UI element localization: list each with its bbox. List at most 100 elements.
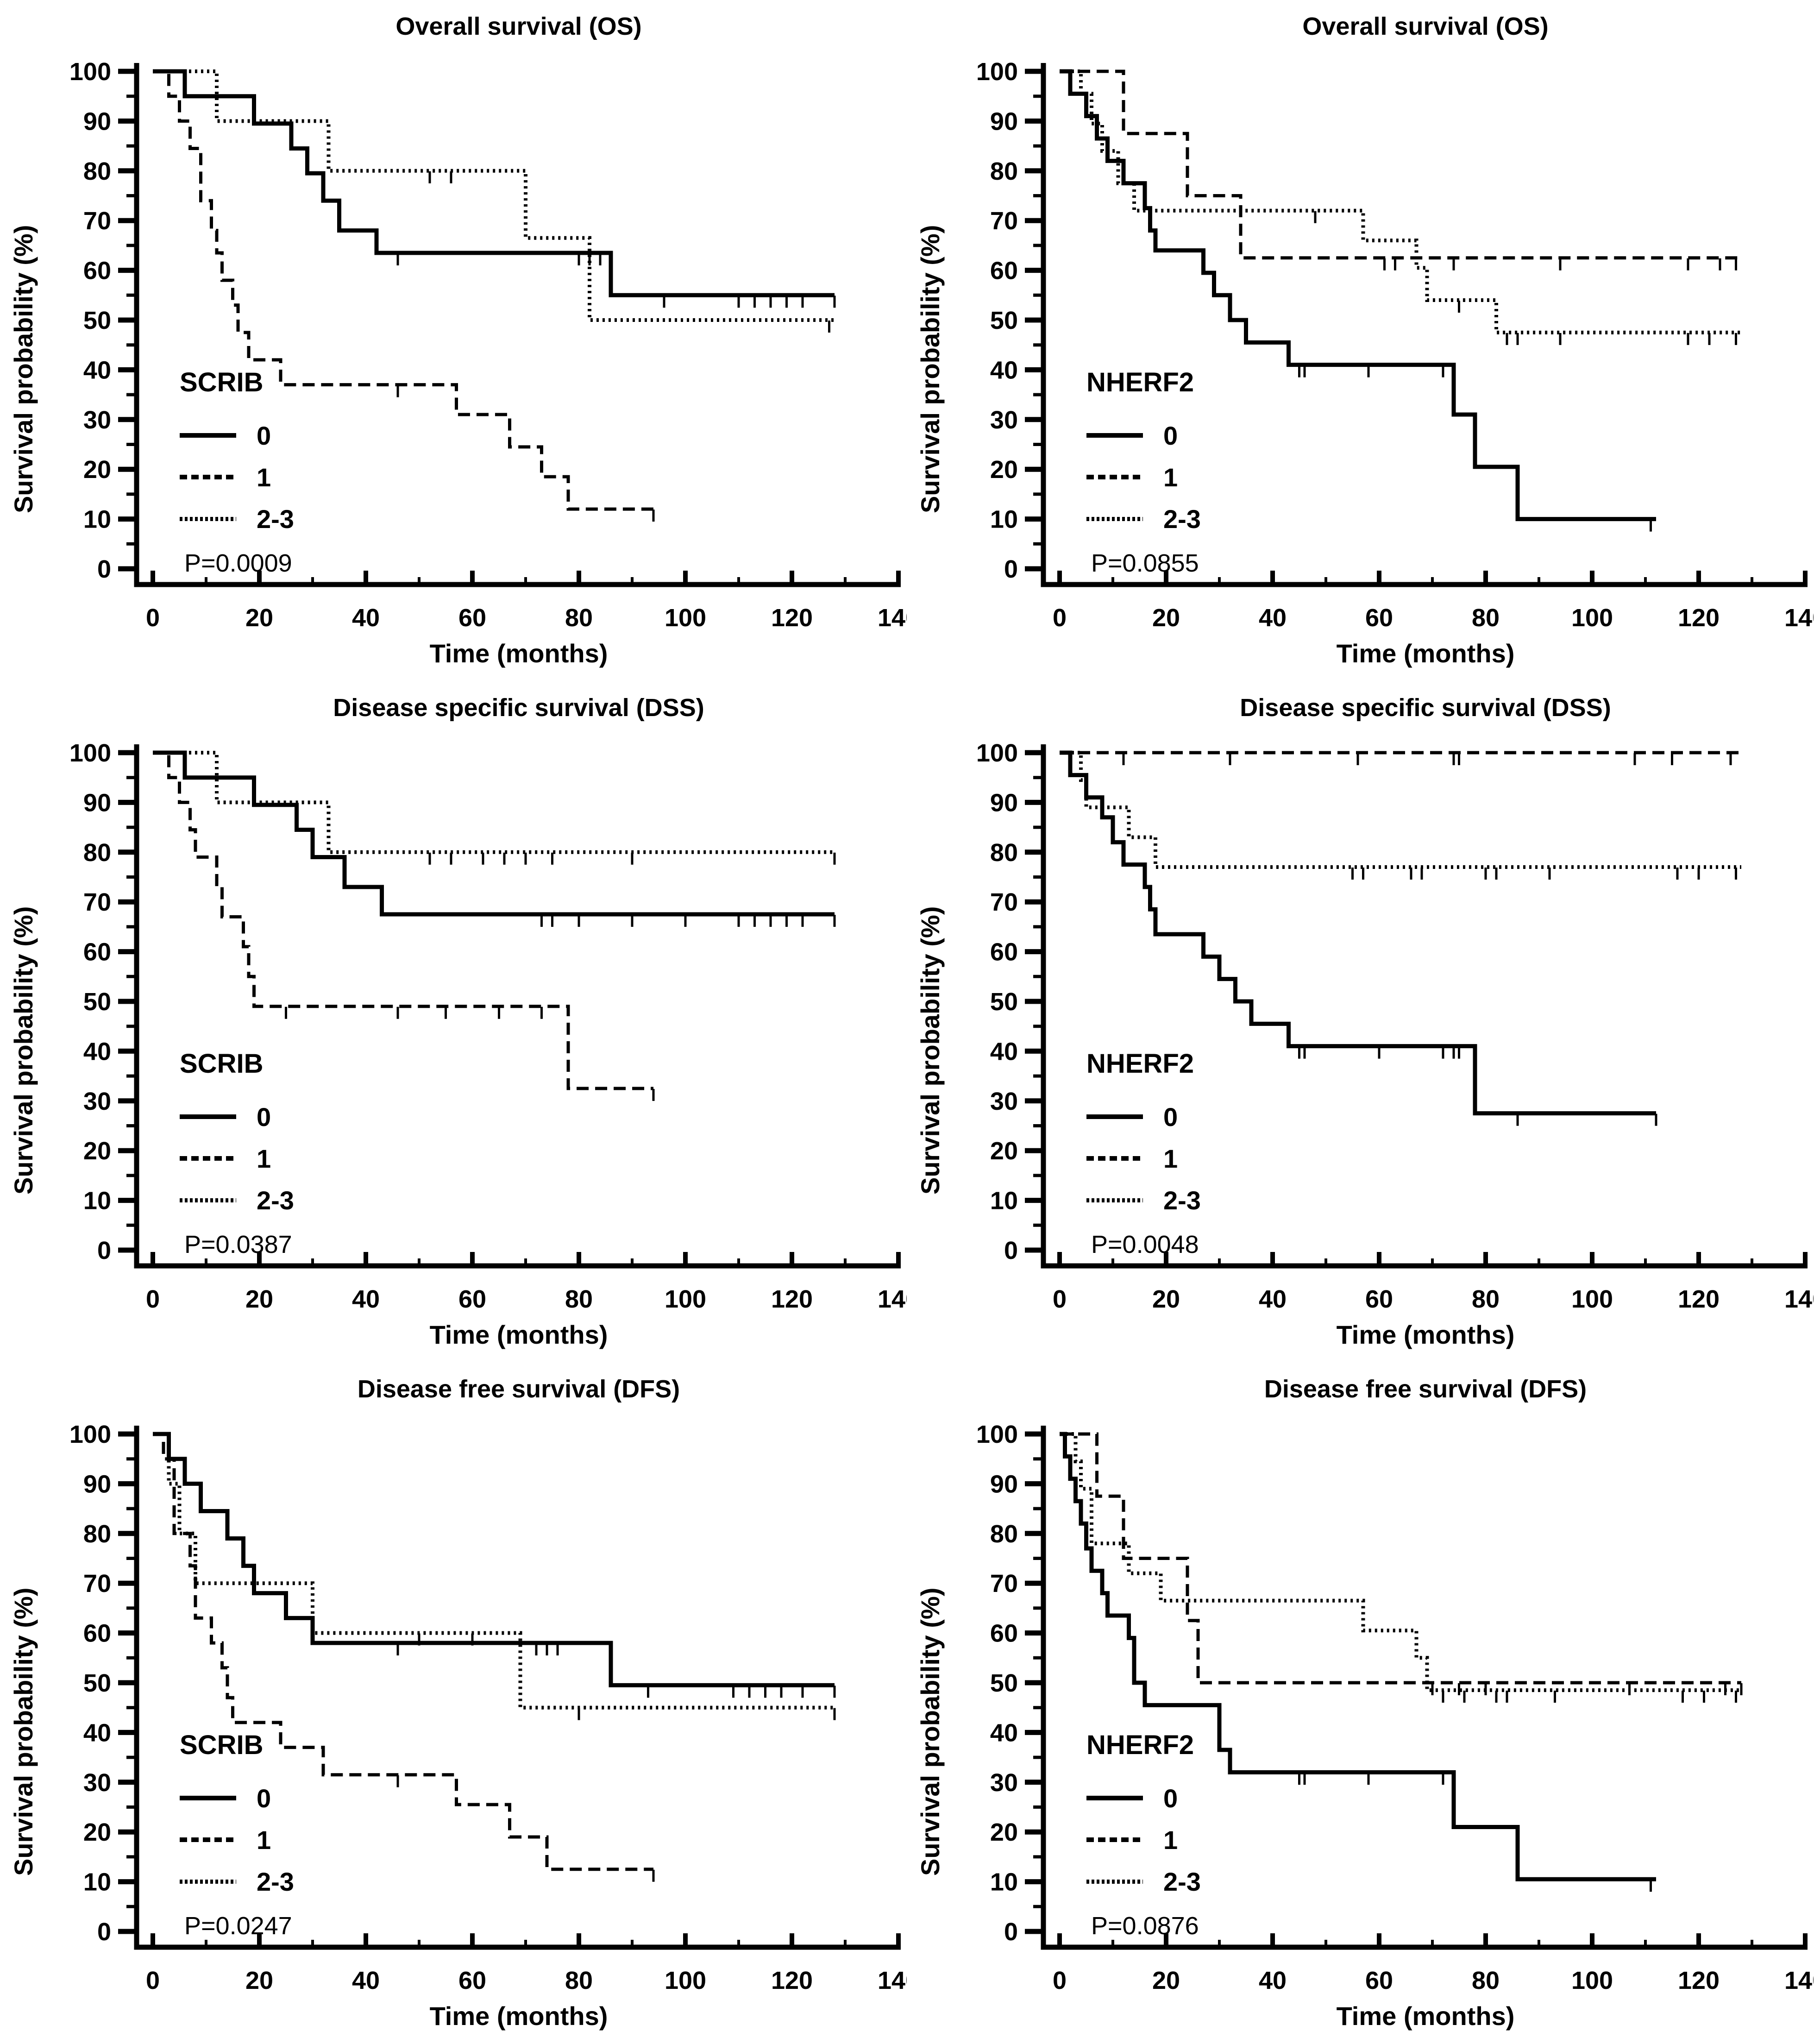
censor-marks-solid [396, 253, 836, 308]
y-tick-label: 60 [83, 1620, 111, 1648]
km-panel-scrib-os: Overall survival (OS) Survival probabili… [0, 0, 907, 681]
km-curve-dotted [153, 69, 835, 322]
legend-label: 2-3 [257, 1185, 294, 1215]
dashed-line-swatch [180, 1156, 236, 1161]
y-tick-label: 50 [990, 1669, 1018, 1697]
x-tick-label: 0 [146, 1967, 160, 1994]
dotted-line-swatch [1086, 516, 1143, 521]
legend-label: 1 [257, 1825, 271, 1855]
x-tick-label: 80 [1472, 1967, 1500, 1994]
x-tick-label: 100 [1571, 604, 1613, 632]
legend-item: 2-3 [1086, 1179, 1201, 1221]
x-tick-label: 100 [1571, 1285, 1613, 1313]
y-tick-label: 10 [990, 1187, 1018, 1215]
censor-marks-dotted [428, 852, 836, 865]
y-tick-label: 30 [990, 1088, 1018, 1115]
solid-line-swatch [1086, 1114, 1143, 1119]
legend-label: 0 [1163, 1102, 1178, 1132]
dashed-line-swatch [1086, 1156, 1143, 1161]
legend-label: 1 [257, 462, 271, 492]
legend-label: 2-3 [257, 1867, 294, 1896]
censor-marks-solid [1298, 1046, 1657, 1126]
dotted-line-swatch [180, 516, 236, 521]
dotted-line-swatch [180, 1879, 236, 1884]
y-ticks: 0 10 20 30 40 50 60 70 80 90 100 [69, 1421, 137, 1946]
censor-marks-dashed [1383, 258, 1737, 270]
km-curve-dotted [153, 1432, 835, 1710]
y-tick-label: 20 [990, 456, 1018, 484]
legend-label: 0 [257, 421, 271, 450]
km-curve-dashed [1060, 69, 1741, 260]
p-value: P=0.0048 [1091, 1231, 1199, 1258]
y-tick-label: 40 [83, 356, 111, 384]
km-curve-solid [153, 69, 835, 297]
km-curve-solid [1060, 750, 1656, 1116]
legend: SCRIB 0 1 2-3 P=0.0247 [180, 1730, 294, 1940]
x-tick-label: 0 [1053, 1285, 1067, 1313]
y-tick-label: 50 [990, 307, 1018, 334]
dashed-line-swatch [180, 1837, 236, 1842]
y-tick-label: 80 [990, 157, 1018, 185]
x-tick-label: 140 [1784, 604, 1814, 632]
legend-title: SCRIB [180, 367, 264, 397]
legend-label: 2-3 [257, 504, 294, 534]
solid-line-swatch [180, 1114, 236, 1119]
dashed-line-swatch [1086, 475, 1143, 479]
y-tick-label: 70 [990, 888, 1018, 916]
legend-item: 2-3 [180, 1179, 294, 1221]
censor-marks-solid [1298, 365, 1652, 532]
x-tick-label: 100 [665, 1967, 706, 1994]
legend: SCRIB 0 1 2-3 P=0.0387 [180, 1048, 294, 1259]
y-tick-label: 50 [83, 988, 111, 1016]
x-tick-label: 0 [1053, 1967, 1067, 1994]
legend-item: 0 [180, 415, 294, 456]
x-tick-label: 140 [878, 604, 907, 632]
legend-item: 0 [1086, 1096, 1201, 1138]
legend-title: SCRIB [180, 1730, 264, 1760]
x-tick-label: 80 [565, 1967, 593, 1994]
y-tick-label: 0 [97, 555, 111, 583]
legend-item: 0 [1086, 415, 1201, 456]
y-tick-label: 100 [69, 739, 111, 767]
x-tick-label: 40 [1259, 1967, 1287, 1994]
legend-title: NHERF2 [1086, 1049, 1194, 1079]
y-tick-label: 50 [83, 307, 111, 334]
x-tick-label: 80 [1472, 604, 1500, 632]
x-tick-label: 60 [1365, 1967, 1393, 1994]
y-tick-label: 20 [83, 456, 111, 484]
y-tick-label: 10 [83, 1187, 111, 1215]
axes [1041, 744, 1808, 1269]
x-tick-label: 40 [1259, 604, 1287, 632]
km-curve-dotted [153, 751, 835, 854]
km-curve-solid [1060, 69, 1656, 522]
censor-marks-solid [396, 1643, 836, 1698]
x-tick-label: 100 [665, 1285, 706, 1313]
legend: NHERF2 0 1 2-3 P=0.0855 [1086, 367, 1201, 578]
chart-title: Disease free survival (DFS) [357, 1375, 680, 1403]
x-axis-label: Time (months) [1336, 1320, 1515, 1349]
y-tick-label: 10 [990, 1868, 1018, 1896]
km-curve-solid [153, 750, 835, 917]
y-tick-label: 0 [1004, 1237, 1018, 1264]
km-plot: 0102030405060708090100020406080100120140 [976, 1421, 1814, 1994]
y-tick-label: 80 [83, 157, 111, 185]
legend-label: 1 [1163, 462, 1178, 492]
y-tick-label: 100 [976, 739, 1018, 767]
legend-label: 1 [1163, 1825, 1178, 1855]
y-tick-label: 80 [990, 1520, 1018, 1548]
dotted-line-swatch [1086, 1198, 1143, 1202]
legend-title: SCRIB [180, 1049, 264, 1079]
x-tick-label: 120 [771, 604, 813, 632]
y-tick-label: 60 [83, 938, 111, 966]
x-tick-label: 20 [1152, 604, 1180, 632]
legend-item: 1 [180, 456, 294, 498]
x-tick-label: 40 [352, 1285, 380, 1313]
x-tick-label: 20 [245, 1967, 273, 1994]
x-tick-label: 20 [245, 604, 273, 632]
y-tick-label: 10 [83, 506, 111, 534]
x-tick-label: 120 [1678, 1285, 1720, 1313]
y-tick-label: 50 [990, 988, 1018, 1016]
legend-item: 1 [180, 1138, 294, 1179]
legend-title: NHERF2 [1086, 367, 1194, 397]
